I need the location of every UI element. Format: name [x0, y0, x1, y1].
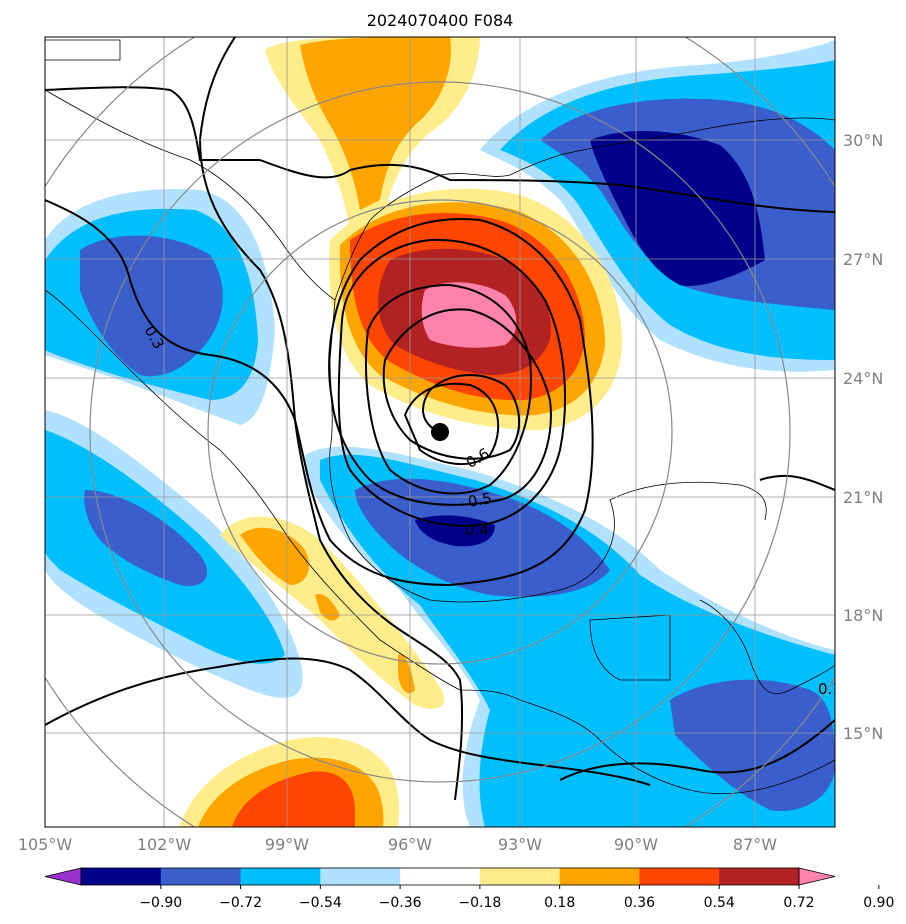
- shade-pos-south: [180, 516, 445, 827]
- contour-label: 0.4: [465, 521, 489, 539]
- map-panel: 0.3 0.6 0.5 0.4 0.1: [45, 37, 842, 827]
- gridlines: [45, 37, 835, 827]
- shade-pos-north: [265, 37, 480, 230]
- lat-label: 15°N: [843, 724, 883, 743]
- lat-labels: 30°N 27°N 24°N 21°N 18°N 15°N: [843, 131, 883, 743]
- map-frame: [44, 36, 836, 828]
- lat-label: 30°N: [843, 131, 883, 150]
- colorbar-tick-label: 0.54: [704, 895, 735, 911]
- lat-label: 27°N: [843, 250, 883, 269]
- storm-center-dot: [431, 423, 449, 441]
- colorbar-tick-label: 0.72: [783, 895, 814, 911]
- lon-label: 102°W: [137, 835, 192, 854]
- colorbar-cell: [559, 868, 640, 885]
- colorbar-cell: [719, 868, 800, 885]
- lon-labels: 105°W 102°W 99°W 96°W 93°W 90°W 87°W: [18, 835, 777, 854]
- contour-label: 0.5: [467, 489, 494, 511]
- colorbar-cell: [400, 868, 481, 885]
- lon-label: 96°W: [388, 835, 432, 854]
- colorbar-extend-high: [798, 867, 836, 886]
- colorbar: −0.90 −0.72 −0.54 −0.36 −0.18 0.18 0.36 0.54 0.7…: [44, 867, 894, 911]
- lat-label: 24°N: [843, 369, 883, 388]
- colorbar-cell: [81, 868, 162, 885]
- colorbar-cell: [320, 868, 401, 885]
- lat-label: 21°N: [843, 488, 883, 507]
- lon-label: 99°W: [265, 835, 309, 854]
- lat-label: 18°N: [843, 606, 883, 625]
- contour-label: 0.1: [818, 680, 842, 698]
- shade-neg-southwest: [45, 410, 303, 698]
- lon-label: 87°W: [733, 835, 777, 854]
- shade-neg-northeast: [480, 40, 835, 372]
- colorbar-frame: [80, 867, 800, 886]
- colorbar-extend-low: [44, 867, 82, 886]
- colorbar-tick-label: 0.90: [863, 895, 894, 911]
- shade-neg-south: [305, 446, 835, 827]
- contours: [45, 199, 594, 587]
- range-rings: [45, 37, 835, 827]
- colorbar-cell: [479, 868, 561, 885]
- lon-label: 93°W: [498, 835, 542, 854]
- colorbar-cell: [240, 868, 321, 885]
- colorbar-cell: [639, 868, 720, 885]
- colorbar-tick-label: 0.36: [624, 895, 655, 911]
- colorbar-tick-label: −0.90: [139, 895, 182, 911]
- colorbar-cell: [160, 868, 242, 885]
- colorbar-tick-label: −0.54: [299, 895, 342, 911]
- plot-title: 2024070400 F084: [367, 11, 514, 30]
- colorbar-tick-label: −0.72: [219, 895, 262, 911]
- lon-label: 90°W: [614, 835, 658, 854]
- colorbar-tick-label: −0.18: [458, 895, 501, 911]
- lon-label: 105°W: [18, 835, 73, 854]
- colorbar-tick-label: −0.36: [379, 895, 422, 911]
- colorbar-tick-label: 0.18: [544, 895, 575, 911]
- coastlines: [45, 39, 835, 795]
- shade-pos-gulf: [329, 188, 622, 430]
